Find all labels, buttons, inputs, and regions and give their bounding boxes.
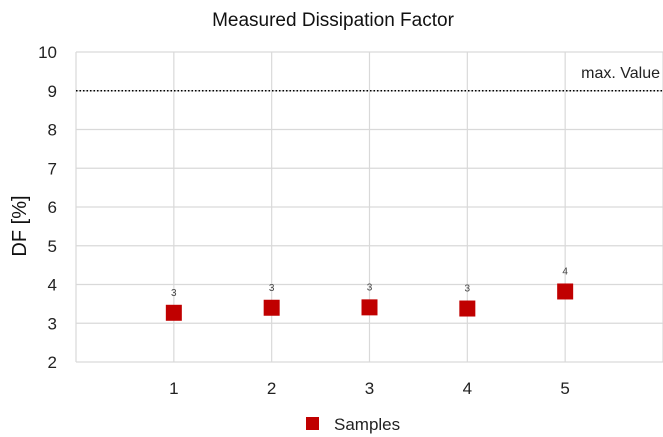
legend-swatch-samples: [306, 417, 319, 430]
data-label: 4: [562, 266, 568, 277]
y-tick-label: 3: [48, 314, 57, 333]
series-samples: 3 3 3 3 4: [165, 266, 574, 321]
grid: [75, 51, 663, 363]
legend-label-samples: Samples: [334, 415, 400, 434]
y-tick-label: 4: [48, 276, 57, 295]
y-axis-label: DF [%]: [9, 195, 31, 256]
x-tick-label: 4: [463, 379, 472, 398]
y-tick-label: 10: [38, 43, 57, 62]
chart-title: Measured Dissipation Factor: [212, 10, 454, 31]
y-tick-label: 2: [48, 353, 57, 372]
max-value-label: max. Value: [581, 65, 660, 82]
x-tick-label: 3: [365, 379, 374, 398]
data-label: 3: [465, 284, 471, 295]
axes: 2 3 4 5 6 7 8 9 10 1 2 3 4 5: [38, 43, 570, 398]
data-point: [361, 299, 378, 316]
data-label: 3: [269, 283, 275, 294]
data-point: [459, 300, 476, 317]
y-tick-label: 7: [48, 159, 57, 178]
x-tick-label: 5: [560, 379, 569, 398]
y-tick-label: 8: [48, 121, 57, 140]
data-point: [557, 283, 574, 300]
y-tick-label: 5: [48, 237, 57, 256]
y-tick-label: 9: [48, 82, 57, 101]
data-point: [165, 304, 182, 321]
data-point: [263, 299, 280, 316]
data-label: 3: [367, 282, 373, 293]
y-tick-label: 6: [48, 198, 57, 217]
data-label: 3: [171, 288, 177, 299]
x-tick-label: 1: [169, 379, 178, 398]
x-tick-label: 2: [267, 379, 276, 398]
legend: Samples: [306, 415, 400, 434]
